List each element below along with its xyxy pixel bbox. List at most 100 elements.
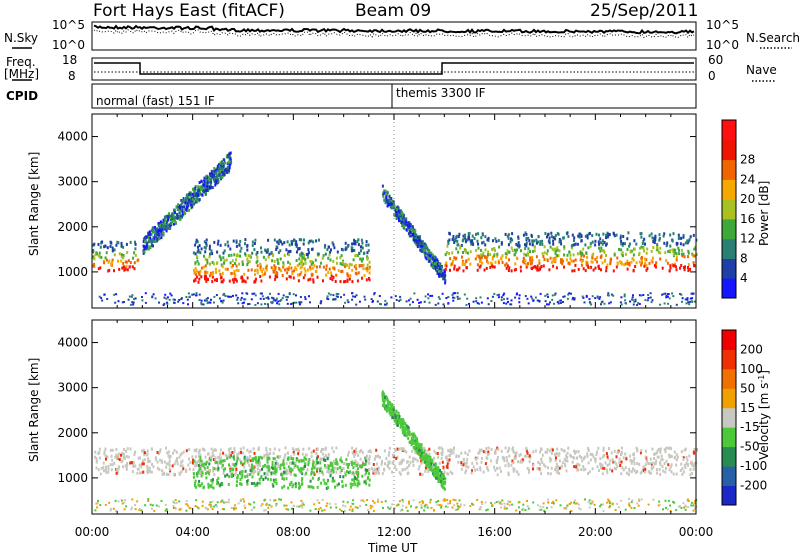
echo-cell [566, 451, 569, 455]
echo-cell [482, 240, 485, 244]
echo-cell [480, 301, 483, 304]
echo-cell [692, 254, 695, 258]
echo-cell [143, 451, 146, 455]
echo-cell [388, 451, 391, 454]
echo-cell [287, 268, 290, 272]
echo-cell [172, 507, 175, 509]
echo-cell [308, 447, 311, 451]
echo-cell [472, 300, 475, 303]
echo-cell [329, 293, 332, 296]
echo-cell [201, 447, 204, 451]
echo-cell [503, 502, 506, 505]
echo-cell [243, 455, 246, 459]
echo-cell [465, 238, 468, 242]
echo-cell [449, 448, 452, 452]
echo-cell [206, 261, 209, 265]
echo-cell [373, 457, 376, 461]
echo-cell [131, 301, 134, 304]
echo-cell [472, 465, 475, 469]
echo-cell [143, 250, 146, 254]
echo-cell [278, 498, 281, 501]
echo-cell [689, 300, 692, 303]
echo-cell [398, 447, 401, 451]
echo-cell [251, 475, 254, 479]
echo-cell [302, 459, 305, 463]
echo-cell [235, 466, 238, 470]
echo-cell [516, 470, 518, 474]
echo-cell [168, 456, 171, 460]
echo-cell [273, 264, 276, 268]
echo-cell [568, 250, 571, 254]
echo-cell [463, 293, 466, 296]
echo-cell [606, 294, 609, 297]
echo-cell [497, 239, 500, 243]
echo-cell [106, 455, 109, 459]
echo-cell [253, 279, 256, 283]
echo-cell [315, 452, 318, 456]
echo-cell [184, 207, 187, 211]
echo-cell [226, 456, 229, 460]
echo-cell [100, 296, 103, 299]
echo-cell [310, 455, 313, 458]
echo-cell [274, 465, 277, 469]
echo-cell [269, 499, 272, 502]
echo-cell [503, 292, 506, 295]
echo-cell [423, 249, 426, 253]
echo-cell [384, 199, 387, 203]
echo-cell [124, 260, 127, 264]
echo-cell [693, 300, 696, 303]
echo-cell [231, 462, 234, 466]
echo-cell [210, 180, 213, 184]
echo-cell [356, 279, 359, 283]
echo-cell [426, 246, 429, 250]
echo-cell [500, 503, 503, 506]
echo-cell [198, 471, 201, 475]
freq-tick-top: 18 [62, 53, 77, 67]
echo-cell [547, 303, 550, 306]
echo-cell [526, 451, 529, 455]
echo-cell [492, 239, 494, 243]
echo-cell [527, 507, 530, 510]
echo-cell [629, 454, 632, 458]
echo-cell [228, 154, 231, 158]
echo-cell [594, 460, 597, 464]
echo-cell [385, 457, 388, 460]
echo-cell [210, 249, 213, 253]
echo-cell [364, 267, 367, 271]
echo-cell [435, 470, 438, 474]
echo-cell [387, 461, 390, 465]
echo-cell [272, 298, 275, 301]
echo-cell [327, 292, 330, 295]
echo-cell [678, 252, 681, 256]
nsky-tick-bottom: 10^0 [52, 38, 85, 52]
echo-cell [538, 509, 541, 511]
echo-cell [394, 295, 397, 298]
echo-cell [195, 448, 198, 452]
echo-cell [307, 241, 310, 245]
echo-cell [566, 231, 569, 235]
echo-cell [464, 451, 467, 455]
echo-cell [226, 240, 229, 244]
echo-cell [118, 465, 121, 469]
echo-cell [341, 460, 343, 464]
echo-cell [153, 237, 156, 241]
echo-cell [686, 463, 689, 467]
echo-cell [556, 452, 558, 455]
echo-cell [200, 247, 203, 251]
echo-cell [560, 448, 563, 451]
echo-cell [224, 295, 227, 297]
echo-cell [271, 253, 274, 257]
echo-cell [623, 263, 626, 267]
echo-cell [193, 268, 195, 272]
echo-cell [213, 467, 216, 471]
echo-cell [622, 242, 625, 246]
echo-cell [392, 405, 395, 409]
echo-cell [256, 271, 259, 275]
echo-cell [381, 398, 384, 402]
echo-cell [319, 457, 322, 461]
echo-cell [126, 447, 129, 451]
echo-cell [291, 468, 294, 472]
echo-cell [260, 476, 263, 480]
echo-cell [289, 482, 292, 486]
echo-cell [220, 275, 223, 279]
